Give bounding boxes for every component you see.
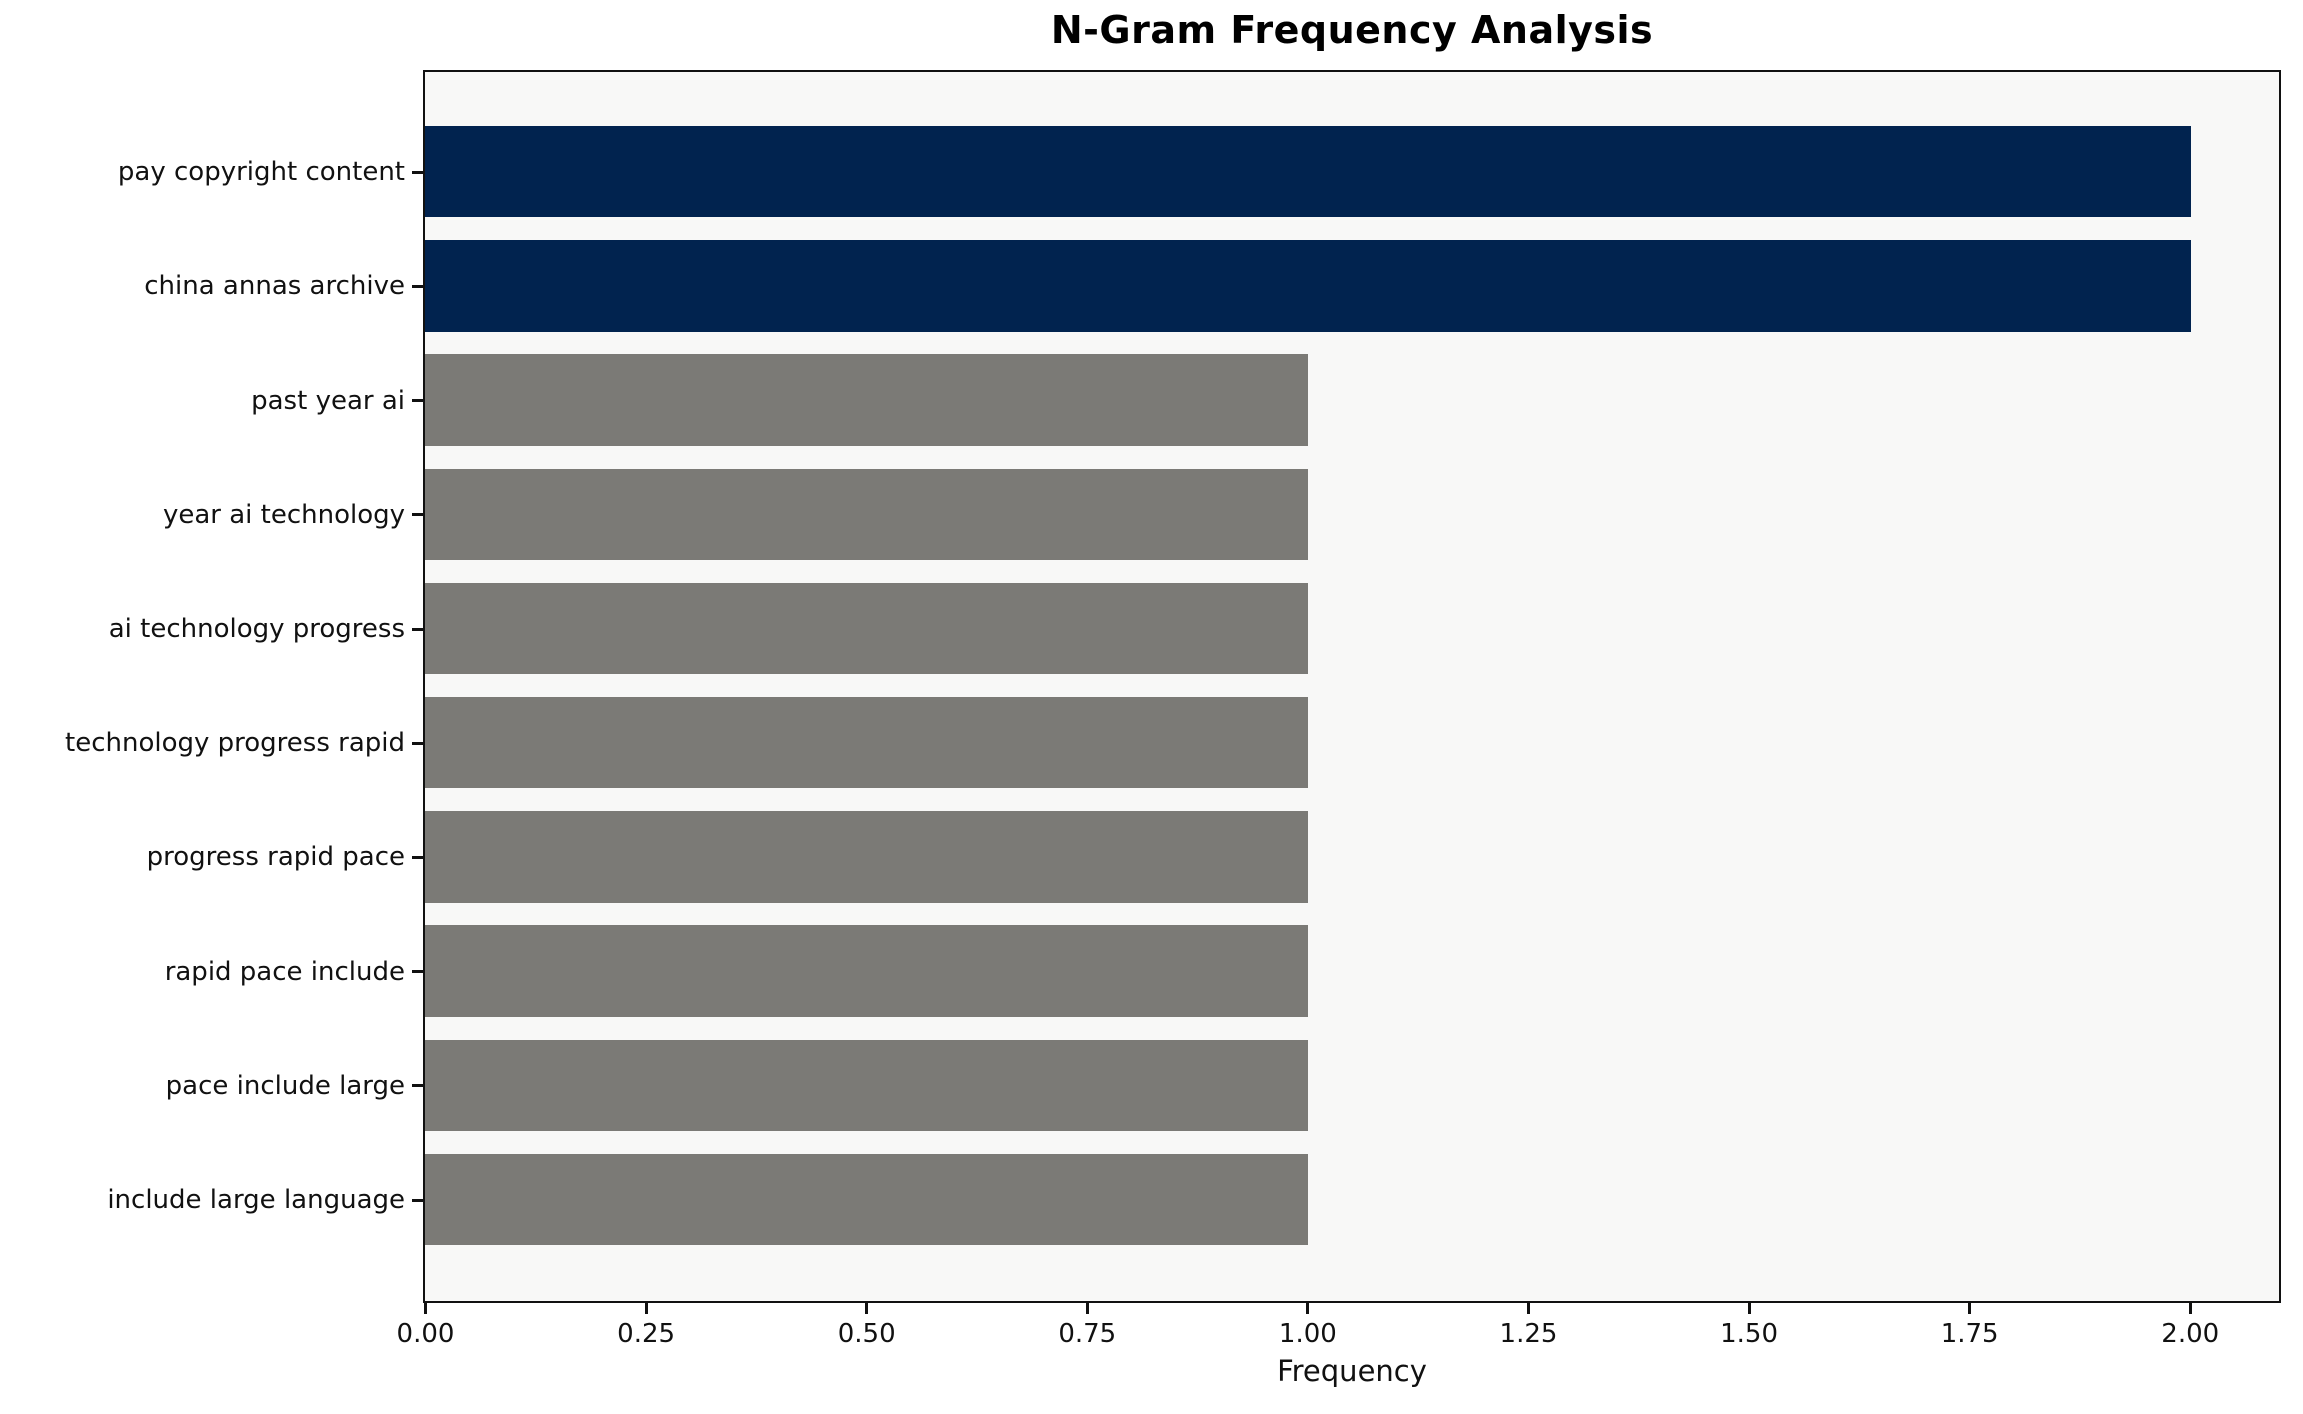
- y-tick-mark: [412, 1084, 423, 1088]
- bar: [425, 240, 2191, 332]
- y-tick-label: year ai technology: [162, 499, 405, 530]
- x-tick-label: 0.50: [837, 1319, 896, 1349]
- bar: [425, 354, 1308, 446]
- y-tick-label: pay copyright content: [117, 157, 405, 188]
- y-tick-mark: [412, 399, 423, 403]
- x-tick-mark: [1306, 1303, 1310, 1314]
- x-tick-label: 0.00: [396, 1319, 455, 1349]
- bar: [425, 811, 1308, 903]
- bar: [425, 468, 1308, 560]
- bar: [425, 1039, 1308, 1131]
- y-tick-label: rapid pace include: [164, 956, 405, 987]
- y-tick-label: pace include large: [165, 1070, 405, 1101]
- y-tick-mark: [412, 741, 423, 745]
- x-tick-label: 1.00: [1278, 1319, 1337, 1349]
- y-tick-mark: [412, 284, 423, 288]
- bar: [425, 126, 2191, 218]
- y-tick-mark: [412, 627, 423, 631]
- x-tick-mark: [1968, 1303, 1972, 1314]
- y-axis: pay copyright content china annas archive…: [0, 70, 423, 1303]
- plot-area: [423, 70, 2281, 1303]
- x-tick-mark: [1526, 1303, 1530, 1314]
- y-tick-mark: [412, 513, 423, 517]
- bar: [425, 925, 1308, 1017]
- x-tick-mark: [865, 1303, 869, 1314]
- x-tick-label: 1.25: [1499, 1319, 1558, 1349]
- y-tick-mark: [412, 970, 423, 974]
- x-axis-label: Frequency: [1277, 1354, 1427, 1388]
- bar: [425, 697, 1308, 789]
- y-tick-label: china annas archive: [144, 271, 405, 302]
- bar: [425, 582, 1308, 675]
- x-tick-mark: [644, 1303, 648, 1314]
- y-tick-label: past year ai: [251, 385, 405, 416]
- y-tick-label: ai technology progress: [108, 614, 405, 644]
- chart-title: N-Gram Frequency Analysis: [1050, 8, 1654, 52]
- y-tick-mark: [412, 1198, 423, 1202]
- x-axis: 0.00 0.25 0.50 0.75 1.00 1.25 1.50 1.75 2.00: [397, 1303, 2281, 1403]
- bars-container: [425, 72, 2279, 1301]
- y-tick-label: progress rapid pace: [146, 842, 405, 873]
- y-tick-mark: [412, 170, 423, 174]
- x-tick-mark: [424, 1303, 427, 1314]
- x-tick-mark: [1747, 1303, 1751, 1314]
- y-tick-mark: [412, 855, 423, 859]
- bar: [425, 1153, 1308, 1246]
- x-tick-label: 0.75: [1058, 1319, 1117, 1349]
- x-tick-label: 0.25: [617, 1319, 676, 1349]
- y-tick-label: technology progress rapid: [65, 728, 405, 759]
- x-tick-label: 1.50: [1720, 1319, 1779, 1349]
- x-tick-label: 2.00: [2161, 1319, 2220, 1349]
- x-tick-label: 1.75: [1940, 1319, 1999, 1349]
- x-tick-mark: [1085, 1303, 1089, 1314]
- y-tick-label: include large language: [107, 1185, 405, 1215]
- x-tick-mark: [2188, 1303, 2192, 1314]
